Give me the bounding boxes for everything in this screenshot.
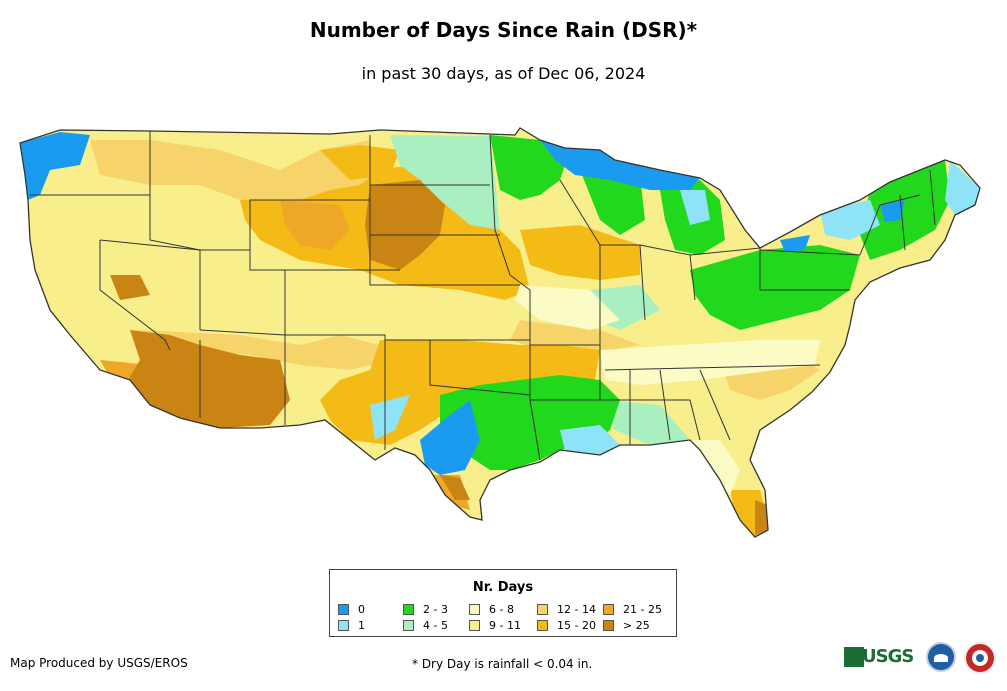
state-line <box>699 369 731 441</box>
state-line <box>489 134 531 400</box>
legend-item-9-11: 9 - 11 <box>469 620 521 632</box>
legend-swatch <box>469 620 480 631</box>
dsr-map <box>19 127 981 538</box>
dsr-zone-over-25 <box>440 475 470 500</box>
state-line <box>899 194 906 251</box>
legend-label: 12 - 14 <box>557 603 596 616</box>
legend-label: 0 <box>358 603 365 616</box>
legend-item-12-14: 12 - 14 <box>537 604 596 616</box>
dsr-zone-0 <box>420 400 480 475</box>
dsr-zone-6-8 <box>515 285 620 330</box>
usgs-wave-icon <box>844 647 864 667</box>
dsr-zone-6-8 <box>600 340 820 385</box>
credit-text: Map Produced by USGS/EROS <box>10 656 188 670</box>
state-line <box>530 344 601 401</box>
dsr-zone-0 <box>20 132 90 200</box>
dsr-zone-1 <box>560 425 620 455</box>
legend-label: 21 - 25 <box>623 603 662 616</box>
state-line <box>529 399 541 461</box>
legend-swatch <box>403 604 414 615</box>
dsr-zone-2-3 <box>690 245 860 330</box>
legend-swatch <box>469 604 480 615</box>
dsr-zone-over-25 <box>125 330 290 428</box>
state-line <box>149 131 201 251</box>
legend-swatch <box>537 620 548 631</box>
dsr-zone-4-5 <box>600 400 690 445</box>
state-line <box>249 200 400 271</box>
legend-swatch <box>338 604 349 615</box>
usgs-logo-text: USGS <box>862 646 914 667</box>
dsr-zone-1 <box>680 190 710 225</box>
legend-item-21-25: 21 - 25 <box>603 604 662 616</box>
state-line <box>659 369 671 441</box>
dsr-zone-21-25 <box>280 200 350 250</box>
dsr-zone-over-25 <box>110 275 150 300</box>
legend-label: 2 - 3 <box>423 603 448 616</box>
legend-item-15-20: 15 - 20 <box>537 620 596 632</box>
dsr-zone-2-3 <box>580 170 645 235</box>
us-outline <box>19 127 981 538</box>
dsr-fill-layer <box>20 128 980 537</box>
dsr-zone-12-14 <box>510 320 640 352</box>
usgs-logo: USGS <box>840 645 918 671</box>
state-line <box>759 249 861 256</box>
state-line <box>99 240 171 351</box>
nws-logo-icon <box>964 642 996 674</box>
noaa-bird-icon <box>934 654 948 662</box>
noaa-logo-icon <box>926 642 956 672</box>
state-line <box>859 194 921 256</box>
legend-swatch <box>338 620 349 631</box>
map-subtitle: in past 30 days, as of Dec 06, 2024 <box>361 64 646 83</box>
legend-label: 1 <box>358 619 365 632</box>
state-line <box>199 329 386 450</box>
state-line <box>604 364 821 371</box>
state-line <box>689 247 761 290</box>
legend-label: > 25 <box>623 619 650 632</box>
dsr-zone-over-25 <box>365 180 445 270</box>
legend-label: 9 - 11 <box>489 619 521 632</box>
legend-item-over-25: > 25 <box>603 620 650 632</box>
agency-logos: USGS <box>840 640 1000 680</box>
dsr-zone-1 <box>945 160 980 215</box>
footnote-text: * Dry Day is rainfall < 0.04 in. <box>412 657 593 671</box>
dsr-zone-12-14 <box>140 330 390 370</box>
nws-logo-inner <box>972 650 988 666</box>
legend-label: 6 - 8 <box>489 603 514 616</box>
dsr-zone-0 <box>780 235 810 252</box>
legend-item-6-8: 6 - 8 <box>469 604 514 616</box>
legend-swatch <box>403 620 414 631</box>
dsr-zone-0 <box>540 140 700 190</box>
legend-swatch <box>603 604 614 615</box>
legend-item-2-3: 2 - 3 <box>403 604 448 616</box>
legend-title: Nr. Days <box>472 580 534 595</box>
dsr-zone-over-25 <box>755 500 768 535</box>
dsr-zone-12-14 <box>90 140 380 205</box>
legend-swatch <box>603 620 614 631</box>
state-line <box>929 169 936 226</box>
state-boundaries <box>19 127 981 538</box>
legend-swatch <box>537 604 548 615</box>
legend-label: 15 - 20 <box>557 619 596 632</box>
legend: Nr. Days 0 1 2 - 3 4 - 5 6 - 8 9 - 11 12… <box>329 569 677 637</box>
state-line <box>429 340 531 396</box>
dsr-zone-0 <box>880 200 905 222</box>
dsr-zone-1 <box>370 395 410 440</box>
dsr-zone-15-20 <box>320 145 400 180</box>
legend-label: 4 - 5 <box>423 619 448 632</box>
dsr-zone-4-5 <box>390 135 500 230</box>
state-line <box>559 179 601 345</box>
nws-logo-core <box>976 654 984 662</box>
dsr-zone-15-20 <box>520 225 640 280</box>
legend-item-4-5: 4 - 5 <box>403 620 448 632</box>
legend-item-1: 1 <box>338 620 365 632</box>
legend-item-0: 0 <box>338 604 365 616</box>
map-title: Number of Days Since Rain (DSR)* <box>309 18 698 42</box>
